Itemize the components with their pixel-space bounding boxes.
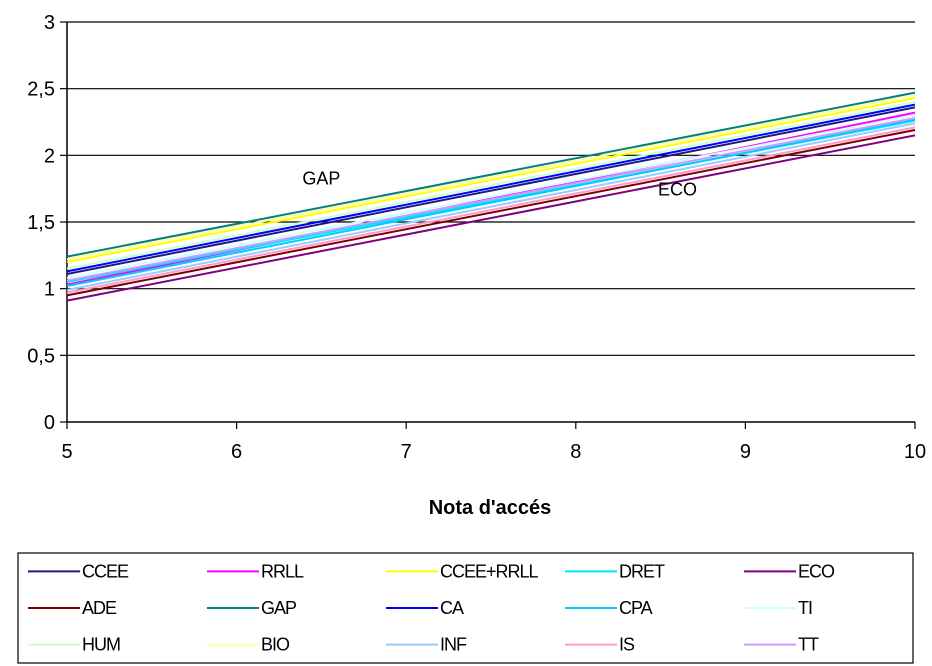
x-tick-label: 10 — [904, 441, 926, 463]
series-line-ccee — [66, 106, 916, 275]
legend-label: CCEE+RRLL — [440, 561, 539, 581]
series-line-eco — [66, 134, 916, 302]
x-tick-label: 8 — [570, 441, 581, 463]
legend: CCEE RRLL CCEE+RRLL DRET ECO ADE GAP CA CPA TI HUM… — [17, 552, 914, 664]
series-line-tt — [66, 117, 916, 282]
legend-label: CPA — [619, 598, 653, 618]
series-line-ade — [66, 129, 916, 297]
legend-label: TT — [798, 635, 819, 655]
y-tick-label: 3 — [44, 12, 55, 34]
series-line-hum — [66, 101, 916, 270]
x-tick-label: 5 — [61, 441, 72, 463]
x-axis-label: Nota d'accés — [429, 497, 552, 519]
series-line-inf — [66, 122, 916, 291]
annotation-gap: GAP — [302, 169, 340, 189]
annotations: GAP ECO — [302, 169, 697, 200]
legend-label: DRET — [619, 561, 665, 581]
series-line-bio — [66, 94, 916, 261]
legend-label: CA — [440, 598, 464, 618]
legend-label: GAP — [261, 598, 297, 618]
legend-label: TI — [798, 598, 812, 618]
legend-label: HUM — [82, 635, 120, 655]
y-tick-label: 2,5 — [27, 79, 55, 101]
y-tick-label: 0,5 — [27, 345, 55, 367]
series-lines — [66, 91, 916, 302]
annotation-eco: ECO — [658, 179, 697, 199]
legend-label: CCEE — [82, 561, 129, 581]
series-line-gap — [66, 91, 916, 258]
gridlines — [67, 21, 915, 356]
x-tick-label: 9 — [740, 441, 751, 463]
legend-label: RRLL — [261, 561, 304, 581]
legend-label: IS — [619, 635, 635, 655]
x-tick-label: 7 — [401, 441, 412, 463]
legend-label: ECO — [798, 561, 835, 581]
y-tick-label: 1 — [44, 279, 55, 301]
series-line-cpa — [66, 118, 916, 287]
legend-label: ADE — [82, 598, 117, 618]
y-tick-label: 1,5 — [27, 212, 55, 234]
y-tick-label: 2 — [44, 145, 55, 167]
x-tick-label: 6 — [231, 441, 242, 463]
series-line-ti — [66, 114, 916, 279]
legend-label: BIO — [261, 635, 290, 655]
series-line-ccee-rrll — [66, 97, 916, 263]
legend-label: INF — [440, 635, 467, 655]
series-line-ca — [66, 103, 916, 273]
y-tick-label: 0 — [44, 412, 55, 434]
tick-labels: 0 0,5 1 1,5 2 2,5 3 5 6 7 8 9 10 — [27, 12, 926, 463]
series-line-is — [66, 126, 916, 294]
